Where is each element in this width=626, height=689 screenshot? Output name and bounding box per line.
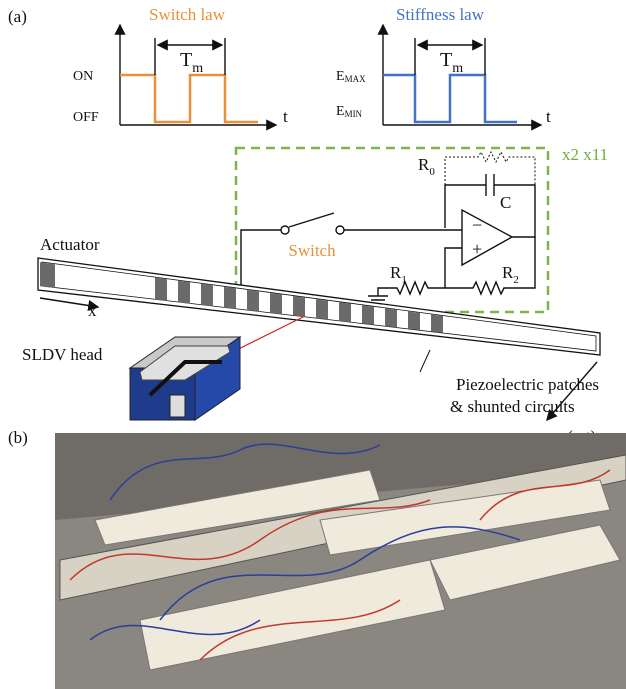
capacitor-label: C (500, 193, 511, 212)
switch-law-plot: Switch law Tm ON OFF t (73, 5, 288, 126)
figure: (a) Switch law Tm ON OFF t Stiffness law… (0, 0, 626, 689)
text-part: 0 (429, 166, 435, 178)
text-part: 2 (513, 274, 519, 286)
text-part: E (336, 69, 345, 84)
period-label: Tm (180, 49, 203, 76)
panel-label: (a) (8, 7, 27, 26)
x-axis-label: x (88, 301, 97, 320)
text-part: T (180, 49, 192, 71)
sldv-label: SLDV head (22, 345, 103, 364)
piezo-patch (316, 299, 328, 319)
piezo-patch (201, 284, 213, 306)
circuits-label: & shunted circuits (450, 397, 575, 416)
switch-label: Switch (288, 241, 336, 260)
beam (38, 258, 600, 355)
emax-label: EMAX (336, 69, 366, 84)
text-part: E (336, 104, 345, 119)
plus-sign: + (472, 239, 482, 259)
piezo-patch (431, 314, 443, 332)
off-label: OFF (73, 110, 99, 125)
piezo-patch (385, 308, 397, 327)
text-part: m (452, 61, 463, 76)
emin-label: EMIN (336, 104, 363, 119)
piezo-patch (247, 290, 259, 312)
on-label: ON (73, 69, 93, 84)
time-axis-label: t (283, 107, 288, 126)
r0-label: R0 (418, 155, 435, 178)
plot-title: Stiffness law (396, 5, 485, 24)
text-part: R (390, 263, 402, 282)
text-part: R (502, 263, 514, 282)
text-part: MIN (345, 109, 363, 119)
minus-sign: − (472, 215, 482, 235)
piezo-patch (155, 278, 167, 301)
time-axis-label: t (546, 107, 551, 126)
piezo-patch (339, 302, 351, 322)
text-part: MAX (345, 74, 367, 84)
repeat-label: x2 x11 (562, 145, 608, 164)
piezo-patch (178, 281, 190, 304)
stiffness-law-plot: Stiffness law Tm EMAX EMIN t (336, 5, 551, 126)
text-part: 1 (401, 274, 407, 286)
shunt-circuit: x2 x11 R0 C − + Switch R1 R2 (236, 145, 608, 312)
text-part: m (192, 61, 203, 76)
r2-label: R2 (502, 263, 519, 286)
panel-label: (b) (8, 428, 28, 447)
sldv-head (130, 316, 305, 420)
period-label: Tm (440, 49, 463, 76)
photo (55, 433, 626, 689)
plot-title: Switch law (149, 5, 226, 24)
text-part: T (440, 49, 452, 71)
piezo-patch (362, 305, 374, 325)
r1-label: R1 (390, 263, 407, 286)
actuator-label: Actuator (40, 235, 100, 254)
piezo-patch (40, 262, 55, 288)
text-part: R (418, 155, 430, 174)
piezo-patch (408, 311, 420, 330)
piezo-patch (293, 296, 305, 317)
piezo-patch (270, 293, 282, 314)
piezo-patch (224, 287, 236, 309)
